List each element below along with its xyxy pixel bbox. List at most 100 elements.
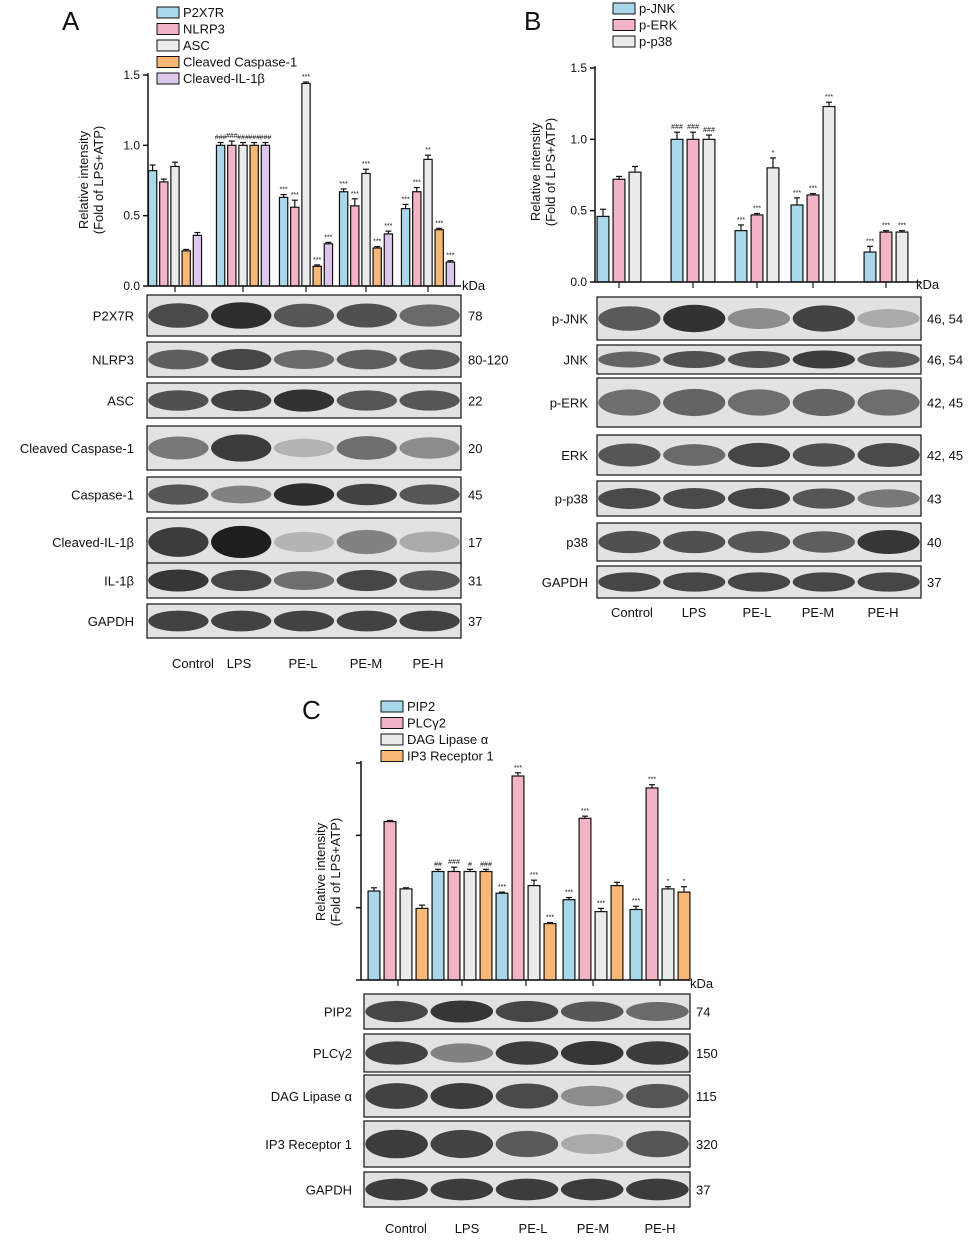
blot-band [430, 1178, 494, 1201]
legend-label: P2X7R [183, 5, 224, 20]
legend-label: PIP2 [407, 699, 435, 714]
blot-label: DAG Lipase α [271, 1089, 353, 1104]
blot-kda: 115 [696, 1089, 717, 1104]
legend-swatch [156, 39, 180, 52]
bar [670, 138, 684, 283]
x-category-label: PE-H [644, 1221, 675, 1236]
bar [495, 892, 509, 981]
bar [527, 885, 541, 981]
significance-mark: *** [737, 217, 745, 224]
blot-band [430, 1082, 494, 1110]
blot-band [273, 303, 335, 328]
x-category-label: PE-H [867, 605, 898, 620]
blot-band [857, 529, 920, 555]
blot-band [792, 350, 855, 369]
significance-mark: *** [413, 180, 421, 187]
blot-band [857, 389, 920, 416]
bar [629, 908, 643, 981]
x-category-label: PE-M [802, 605, 835, 620]
bar [434, 229, 444, 287]
blot-label: Cleaved Caspase-1 [20, 441, 134, 456]
blot-band [273, 438, 335, 458]
legend-label: PLCγ2 [407, 716, 446, 731]
y-tick-label: 0.5 [570, 204, 587, 218]
significance-mark: *** [825, 94, 833, 101]
x-category-label: Control [172, 656, 214, 671]
significance-mark: *** [291, 192, 299, 199]
y-tick-label: 0.5 [123, 209, 140, 223]
blot-band [430, 1043, 494, 1063]
legend-label: ASC [183, 38, 210, 53]
significance-mark: ** [425, 147, 431, 154]
blot-band [663, 304, 726, 333]
significance-mark: ### [215, 135, 227, 142]
bar [596, 215, 610, 283]
blot-band [495, 1130, 559, 1158]
blot-kda: 45 [468, 488, 482, 503]
blot-band [495, 1083, 559, 1109]
legend-swatch [380, 717, 404, 729]
legend-label: Cleaved-IL-1β [183, 71, 265, 86]
blot-band [211, 485, 272, 504]
bar [423, 158, 433, 287]
significance-mark: *** [882, 223, 890, 230]
x-category-label: PE-L [743, 605, 772, 620]
blot-label: GAPDH [542, 575, 588, 590]
blot-kda: 74 [696, 1005, 710, 1020]
bar [290, 206, 300, 287]
blot-band [336, 349, 397, 370]
x-category-label: LPS [682, 605, 707, 620]
blot-band [211, 434, 272, 462]
legend-label: Cleaved Caspase-1 [183, 55, 297, 70]
y-label-line: Relative intensity [528, 122, 543, 221]
kda-header: kDa [690, 976, 714, 991]
bar [372, 247, 382, 287]
bar [181, 250, 191, 287]
y-label-line: Relative intensity [313, 822, 328, 921]
significance-mark: ### [226, 133, 238, 140]
significance-mark: *** [435, 220, 443, 227]
bar [734, 230, 748, 283]
bar [431, 870, 445, 981]
blot-band [399, 531, 460, 553]
bar [323, 243, 334, 287]
bar [447, 870, 461, 981]
blot-label: ASC [107, 394, 134, 409]
significance-mark: ### [671, 124, 683, 131]
kda-header: kDa [916, 277, 940, 292]
significance-mark: ### [687, 124, 699, 131]
blot-band [273, 349, 335, 370]
blot-kda: 42, 45 [927, 448, 963, 463]
blot-band [336, 569, 397, 592]
bar [562, 899, 576, 981]
bar [312, 265, 322, 287]
y-tick-label: 1.0 [570, 132, 587, 146]
y-label-line: (Fold of LPS+ATP) [328, 818, 343, 927]
blot-band [495, 1041, 559, 1065]
blot-band [857, 572, 920, 592]
bar [628, 171, 642, 283]
y-axis-label: Relative intensity (Fold of LPS+ATP) [76, 126, 106, 235]
blot-band [273, 389, 335, 412]
legend-label: DAG Lipase α [407, 732, 489, 747]
significance-mark: *** [793, 190, 801, 197]
blot-band [626, 1001, 689, 1022]
bar [415, 907, 429, 981]
blot-band [148, 610, 209, 632]
legend-label: IP3 Receptor 1 [407, 749, 494, 764]
blot-label: PLCγ2 [313, 1046, 352, 1061]
blot-band [727, 350, 791, 369]
blot-band [495, 1178, 559, 1201]
significance-mark: *** [362, 161, 370, 168]
blot-label: GAPDH [88, 614, 134, 629]
blot-band [211, 569, 272, 592]
blot-band [273, 610, 335, 632]
significance-mark: *** [302, 74, 310, 81]
legend-swatch [156, 56, 180, 68]
bar [338, 191, 349, 287]
x-category-label: PE-L [519, 1221, 548, 1236]
blot-band [626, 1178, 689, 1201]
bar [361, 172, 371, 287]
